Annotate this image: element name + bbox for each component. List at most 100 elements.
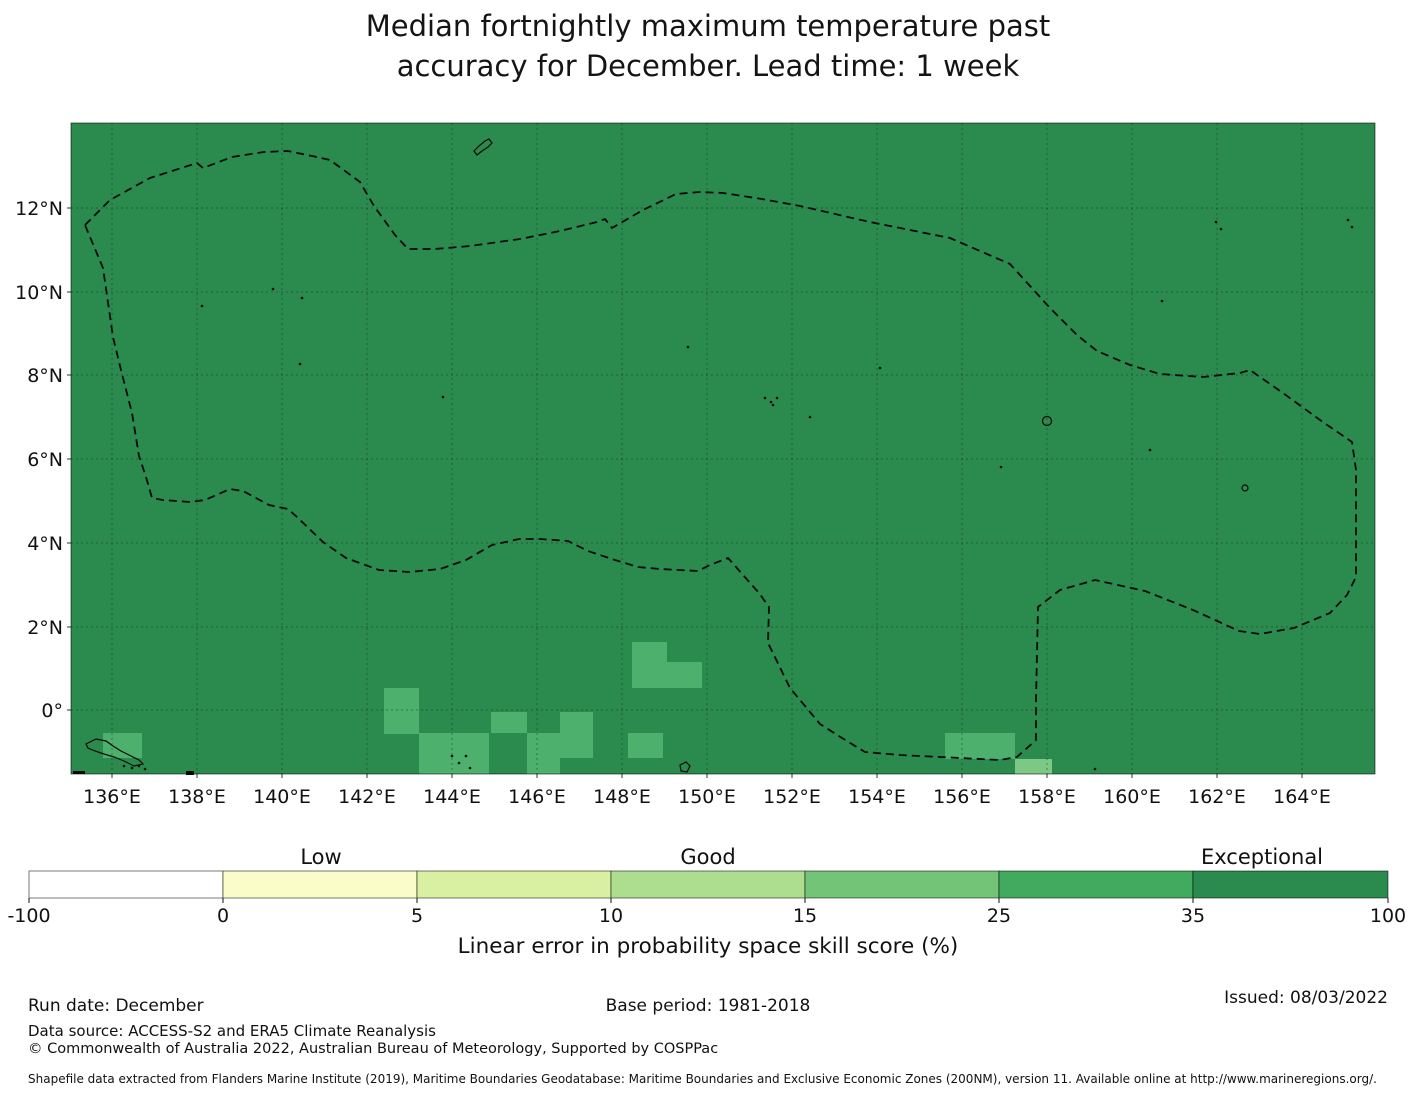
islet-dot [464,754,468,758]
x-axis-tick-label: 152°E [763,786,821,808]
skill-patch [384,688,419,734]
colorbar-tick-label: -100 [7,905,50,927]
islet-dot [1350,225,1354,229]
skill-patch [667,662,702,688]
colorbar-tick-label: 0 [217,905,229,927]
colorbar-segment [1192,870,1389,899]
colorbar-segment [610,870,806,899]
map-chart: 136°E 138°E 140°E 142°E 144°E 146°E 148°E 150°E… [7,122,1406,959]
eez-boundary [84,150,1357,761]
colorbar-segment [416,870,612,899]
colorbar-segment [804,870,1000,899]
x-axis-tick-label: 148°E [593,786,651,808]
colorbar-category-label: Good [680,845,735,869]
y-axis-tick-label: 8°N [27,365,63,387]
islet-dot [686,345,690,349]
chart-title: Median fortnightly maximum temperature p… [365,9,1051,83]
skill-patch [560,712,593,758]
islet-dot [999,465,1003,469]
colorbar-tick-label: 15 [793,905,817,927]
island-ring [1041,415,1053,427]
island-outline [473,138,493,156]
skill-patches [103,642,1052,774]
skill-patch [419,733,489,774]
islet-dot [441,395,445,399]
colorbar-tick-label: 25 [987,905,1011,927]
x-axis-tick-label: 158°E [1018,786,1076,808]
colorbar-axis-label: Linear error in probability space skill … [458,934,959,959]
islet-dot [200,304,204,308]
islet-dot [1093,767,1097,771]
islet-dot [300,296,304,300]
islet-dot [771,403,775,407]
colorbar-category-label: Exceptional [1201,845,1323,869]
island-outline [85,738,145,767]
x-axis-tick-label: 150°E [678,786,736,808]
x-axis-tick-label: 164°E [1273,786,1331,808]
island-ring [1241,484,1249,492]
islet-dot [271,287,275,291]
islet-dot [450,754,454,758]
colorbar-tick-label: 10 [599,905,623,927]
islet-dot [769,400,773,404]
islet-dot [775,396,779,400]
colorbar-segment [222,870,418,899]
skill-patch [491,712,527,733]
skill-patch [945,733,1015,759]
island-coastlines [73,138,1354,775]
island-outline [679,761,691,773]
y-axis-tick-label: 6°N [27,449,63,471]
islet-dot [1219,227,1223,231]
islet-dot [457,761,461,765]
islet-dot [808,415,812,419]
x-axis-tick-label: 136°E [83,786,141,808]
coast-fragment [73,771,85,774]
islet-dot [1346,218,1350,222]
islet-dot [1148,448,1152,452]
data-source-label: Data source: ACCESS-S2 and ERA5 Climate … [28,1022,436,1040]
islet-dot [1214,220,1218,224]
islet-dot [468,766,472,770]
x-axis-tick-label: 144°E [423,786,481,808]
base-period-label: Base period: 1981-2018 [605,996,811,1016]
colorbar-tick-label: 5 [411,905,423,927]
islet-dot [143,767,147,771]
colorbar-segment [998,870,1194,899]
y-axis-tick-label: 12°N [15,198,63,220]
islet-dot [1160,299,1164,303]
coast-fragment [186,771,194,775]
colorbar-tick-label: 100 [1370,905,1406,927]
x-axis-tick-label: 160°E [1103,786,1161,808]
skill-patch [1015,759,1052,774]
map-frame [70,122,1376,775]
run-date-label: Run date: December [28,996,204,1016]
skill-patch [628,733,663,758]
y-axis-tick-label: 0° [41,700,63,722]
x-axis-tick-label: 142°E [338,786,396,808]
x-axis-tick-label: 162°E [1188,786,1246,808]
skill-patch [632,642,667,688]
shapefile-note: Shapefile data extracted from Flanders M… [28,1072,1377,1086]
islet-dot [122,764,126,768]
x-axis-tick-label: 146°E [508,786,566,808]
islet-dot [137,764,141,768]
islet-dot [298,362,302,366]
x-axis-tick-label: 140°E [253,786,311,808]
colorbar-segment [28,870,224,899]
y-axis-tick-label: 2°N [27,617,63,639]
skill-patch [103,733,142,758]
colorbar-category-label: Low [300,845,341,869]
islet-dot [763,396,767,400]
x-axis-tick-label: 156°E [933,786,991,808]
issued-date-label: Issued: 08/03/2022 [1224,988,1388,1008]
y-axis-tick-label: 10°N [15,282,63,304]
islet-dot [130,766,134,770]
x-axis-tick-label: 138°E [168,786,226,808]
colorbar-tick-label: 35 [1181,905,1205,927]
x-axis-tick-label: 154°E [848,786,906,808]
skill-patch [527,733,560,774]
colorbar: -100 0 5 10 15 25 35 100 Low Good Exceptional Linea… [7,845,1406,959]
grid-lines: 136°E 138°E 140°E 142°E 144°E 146°E 148°E 150°E… [15,123,1375,808]
islet-dot [878,366,882,370]
